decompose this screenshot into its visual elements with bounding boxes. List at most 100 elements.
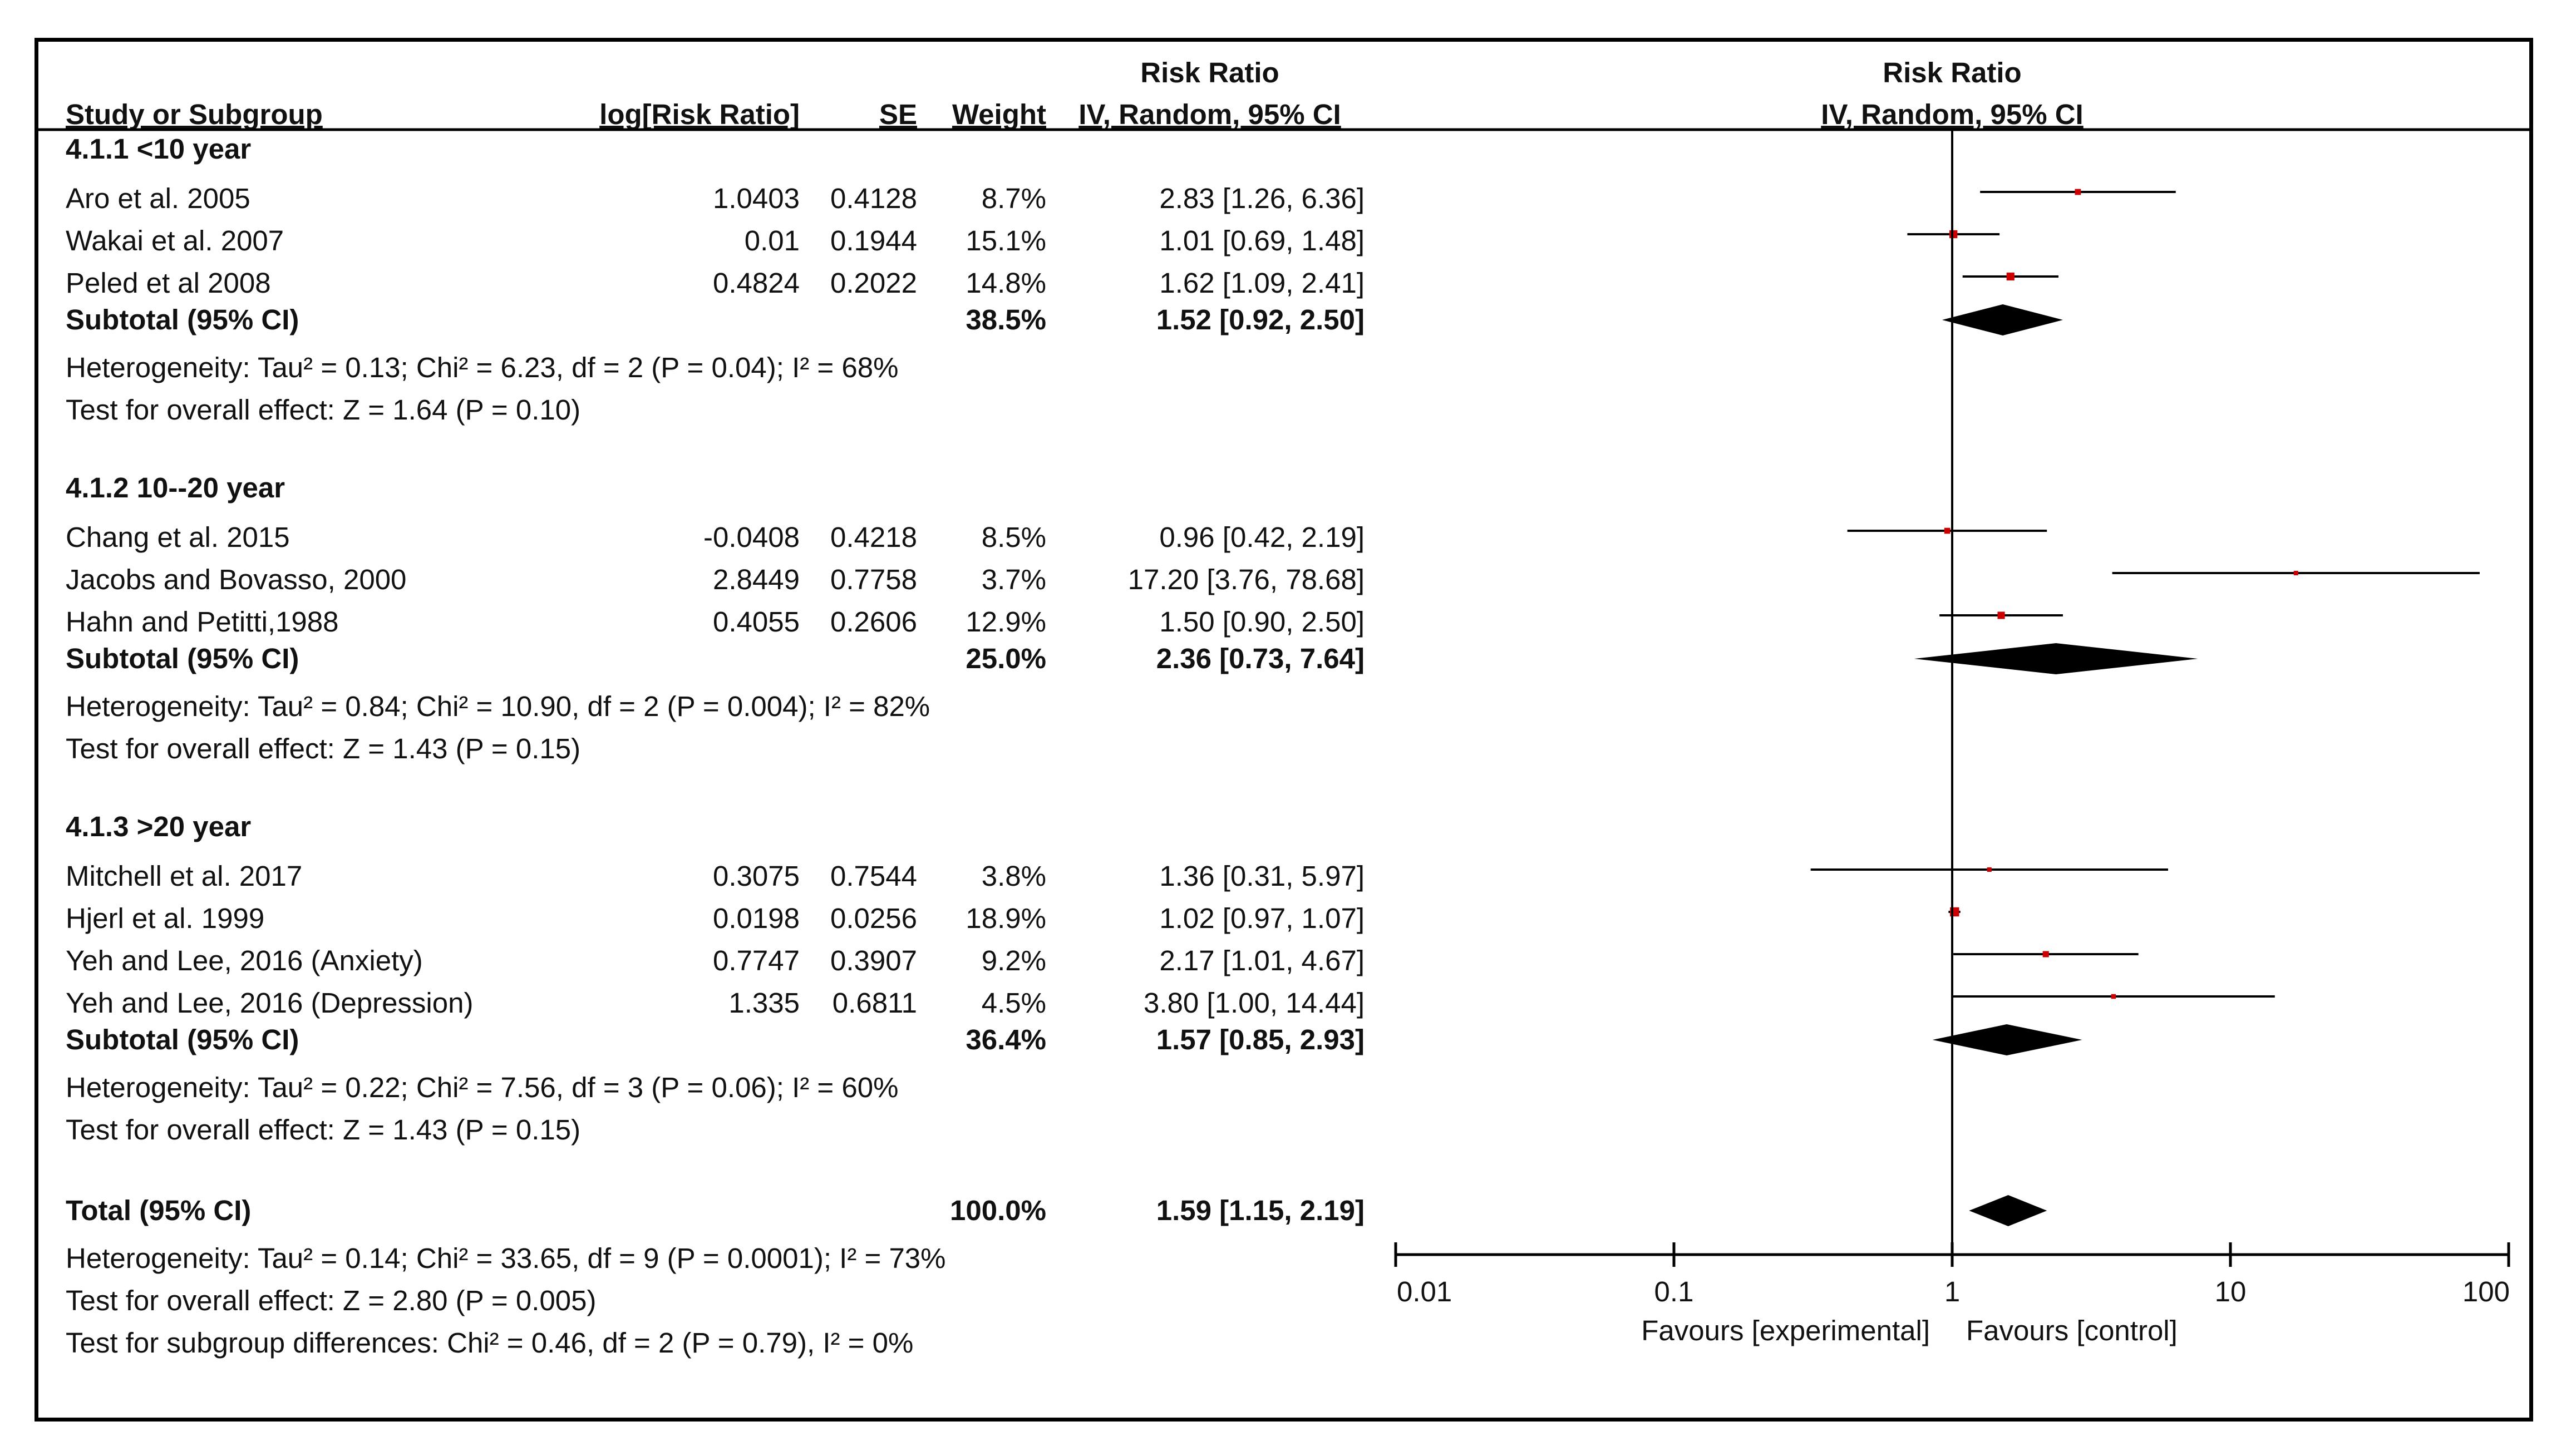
study-name: Hahn and Petitti,1988: [66, 606, 339, 638]
total-diamond: [1969, 1195, 2047, 1226]
header-rr-top: Risk Ratio: [1140, 57, 1279, 88]
table-rows: 4.1.1 <10 year Aro et al. 2005 1.0403 0.412…: [66, 133, 1365, 1359]
study-se: 0.3907: [830, 945, 917, 976]
subtotal-diamond: [1942, 304, 2063, 335]
forest-plot-frame: [35, 38, 2533, 1422]
heterogeneity-text: Heterogeneity: Tau² = 0.22; Chi² = 7.56,…: [66, 1072, 898, 1103]
subgroup-differences-text: Test for subgroup differences: Chi² = 0.…: [66, 1327, 913, 1359]
study-ci: 3.80 [1.00, 14.44]: [1144, 987, 1365, 1019]
study-log-rr: 2.8449: [713, 564, 800, 595]
study-ci: 1.62 [1.09, 2.41]: [1159, 267, 1365, 299]
study-point-marker: [2111, 994, 2116, 999]
overall-effect-text: Test for overall effect: Z = 1.64 (P = 0…: [66, 394, 580, 426]
study-weight: 4.5%: [982, 987, 1046, 1019]
subgroup-title: 4.1.3 >20 year: [66, 811, 251, 842]
study-weight: 15.1%: [966, 225, 1046, 256]
x-tick-label: 0.01: [1397, 1276, 1452, 1307]
subtotal-diamond: [1932, 1024, 2082, 1055]
plot-marks: [1810, 130, 2480, 1255]
study-weight: 8.5%: [982, 521, 1046, 553]
study-ci: 0.96 [0.42, 2.19]: [1159, 521, 1365, 553]
study-se: 0.7544: [830, 860, 917, 892]
subtotal-weight: 36.4%: [966, 1024, 1046, 1055]
study-ci: 17.20 [3.76, 78.68]: [1128, 564, 1365, 595]
study-weight: 14.8%: [966, 267, 1046, 299]
header-log-rr: log[Risk Ratio]: [599, 98, 800, 130]
study-ci: 1.01 [0.69, 1.48]: [1159, 225, 1365, 256]
subtotal-weight: 25.0%: [966, 643, 1046, 674]
subtotal-diamond: [1914, 643, 2198, 674]
total-heterogeneity-text: Heterogeneity: Tau² = 0.14; Chi² = 33.65…: [66, 1242, 946, 1274]
study-se: 0.7758: [830, 564, 917, 595]
total-label: Total (95% CI): [66, 1195, 251, 1226]
study-ci: 2.83 [1.26, 6.36]: [1159, 182, 1365, 214]
study-log-rr: 1.335: [728, 987, 800, 1019]
subtotal-weight: 38.5%: [966, 304, 1046, 335]
heterogeneity-text: Heterogeneity: Tau² = 0.13; Chi² = 6.23,…: [66, 352, 898, 383]
header-rr-ci: IV, Random, 95% CI: [1078, 98, 1341, 130]
column-headers: Risk Ratio Risk Ratio Study or Subgroup …: [66, 57, 2084, 130]
study-point-marker: [1944, 527, 1951, 534]
study-weight: 18.9%: [966, 902, 1046, 934]
study-se: 0.6811: [833, 987, 917, 1019]
favours-control-label: Favours [control]: [1966, 1315, 2178, 1346]
header-study: Study or Subgroup: [66, 98, 323, 130]
favours-experimental-label: Favours [experimental]: [1641, 1315, 1930, 1346]
total-overall-effect-text: Test for overall effect: Z = 2.80 (P = 0…: [66, 1285, 596, 1316]
study-ci: 1.02 [0.97, 1.07]: [1159, 902, 1365, 934]
study-se: 0.2022: [830, 267, 917, 299]
study-point-marker: [1997, 611, 2005, 619]
study-log-rr: 0.4824: [713, 267, 800, 299]
study-name: Hjerl et al. 1999: [66, 902, 264, 934]
study-weight: 9.2%: [982, 945, 1046, 976]
study-name: Yeh and Lee, 2016 (Depression): [66, 987, 473, 1019]
study-log-rr: -0.0408: [703, 521, 800, 553]
subtotal-label: Subtotal (95% CI): [66, 1024, 299, 1055]
study-log-rr: 0.01: [745, 225, 800, 256]
study-point-marker: [1987, 867, 1992, 872]
total-ci: 1.59 [1.15, 2.19]: [1156, 1195, 1365, 1226]
study-name: Chang et al. 2015: [66, 521, 290, 553]
study-weight: 8.7%: [982, 182, 1046, 214]
study-log-rr: 0.0198: [713, 902, 800, 934]
heterogeneity-text: Heterogeneity: Tau² = 0.84; Chi² = 10.90…: [66, 690, 930, 722]
x-axis: 0.01 0.1 1 10 100 Favours [experimental] Favou…: [1394, 1242, 2510, 1346]
header-weight: Weight: [952, 98, 1046, 130]
subtotal-ci: 2.36 [0.73, 7.64]: [1156, 643, 1365, 674]
study-name: Wakai et al. 2007: [66, 225, 284, 256]
study-log-rr: 0.7747: [713, 945, 800, 976]
study-point-marker: [1949, 230, 1958, 239]
study-ci: 2.17 [1.01, 4.67]: [1159, 945, 1365, 976]
overall-effect-text: Test for overall effect: Z = 1.43 (P = 0…: [66, 733, 580, 764]
subtotal-label: Subtotal (95% CI): [66, 643, 299, 674]
x-tick-label: 10: [2215, 1276, 2247, 1307]
study-se: 0.4128: [830, 182, 917, 214]
study-se: 0.0256: [830, 902, 917, 934]
study-name: Mitchell et al. 2017: [66, 860, 302, 892]
study-point-marker: [2006, 272, 2015, 281]
x-tick-label: 1: [1944, 1276, 1960, 1307]
x-tick-label: 100: [2462, 1276, 2510, 1307]
subtotal-label: Subtotal (95% CI): [66, 304, 299, 335]
study-weight: 12.9%: [966, 606, 1046, 638]
study-se: 0.1944: [830, 225, 917, 256]
study-point-marker: [2293, 570, 2298, 576]
study-point-marker: [2075, 189, 2081, 195]
study-weight: 3.7%: [982, 564, 1046, 595]
subgroup-title: 4.1.1 <10 year: [66, 133, 251, 165]
study-ci: 1.36 [0.31, 5.97]: [1159, 860, 1365, 892]
study-name: Yeh and Lee, 2016 (Anxiety): [66, 945, 423, 976]
header-plot-top: Risk Ratio: [1883, 57, 2021, 88]
study-ci: 1.50 [0.90, 2.50]: [1159, 606, 1365, 638]
subgroup-title: 4.1.2 10--20 year: [66, 472, 285, 504]
x-tick-label: 0.1: [1654, 1276, 1694, 1307]
header-se: SE: [879, 98, 917, 130]
overall-effect-text: Test for overall effect: Z = 1.43 (P = 0…: [66, 1114, 580, 1146]
study-se: 0.2606: [830, 606, 917, 638]
study-log-rr: 1.0403: [713, 182, 800, 214]
study-log-rr: 0.4055: [713, 606, 800, 638]
study-name: Jacobs and Bovasso, 2000: [66, 564, 406, 595]
study-se: 0.4218: [830, 521, 917, 553]
subtotal-ci: 1.57 [0.85, 2.93]: [1156, 1024, 1365, 1055]
